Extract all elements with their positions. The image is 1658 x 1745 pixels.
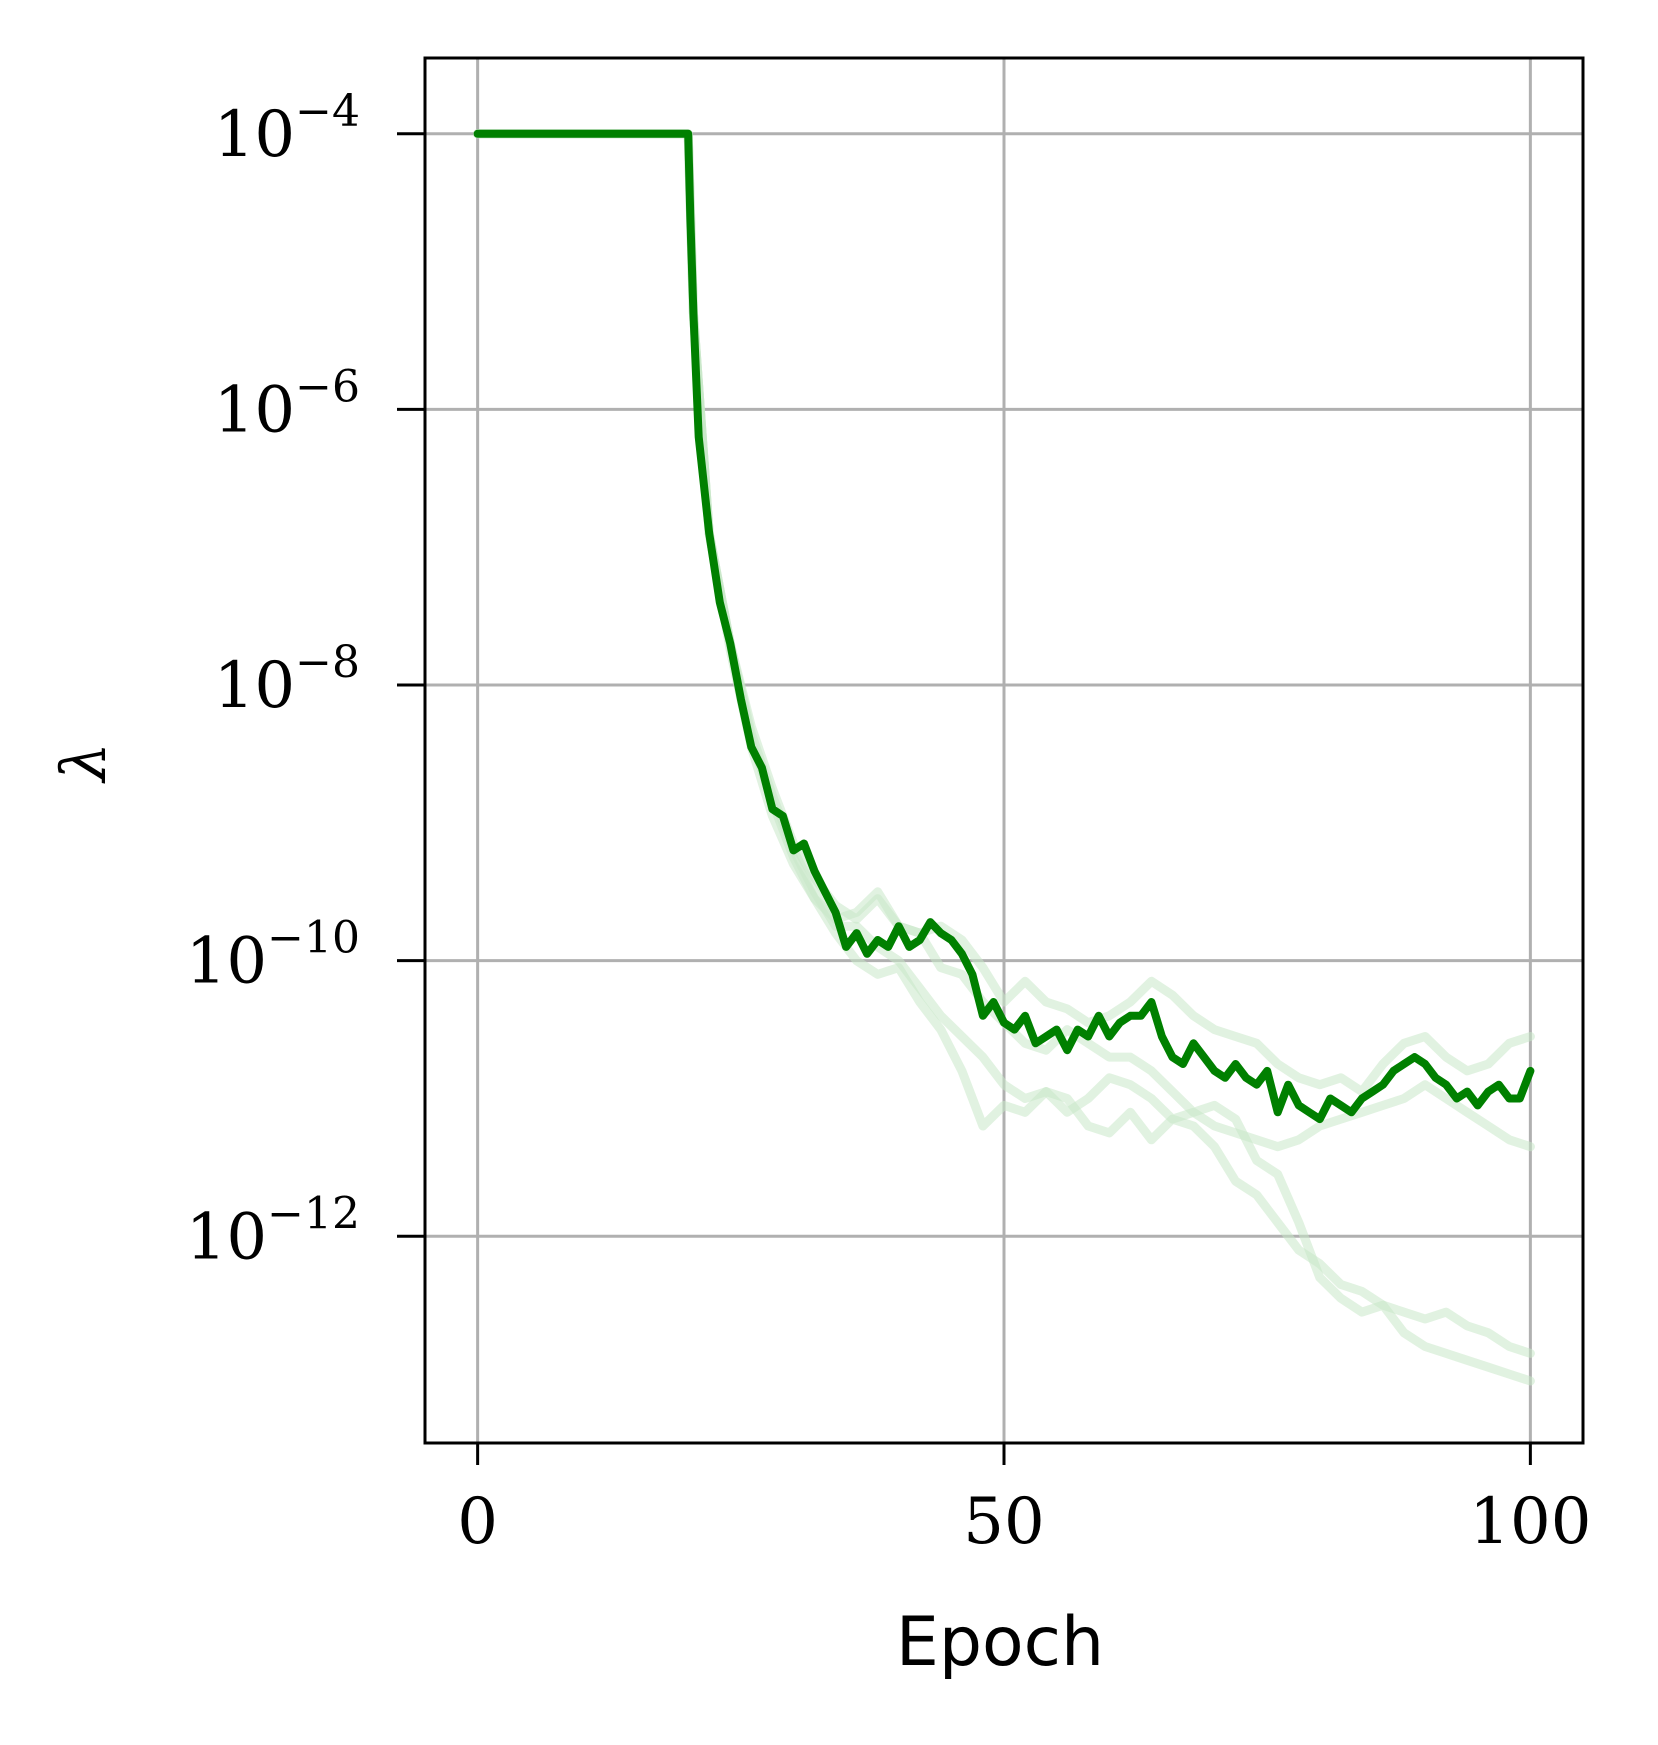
y-tick-exponent: −6: [295, 361, 360, 412]
y-tick-base: 10: [186, 1200, 267, 1274]
x-axis-label: Epoch: [896, 1603, 1104, 1682]
grid-lines: [425, 58, 1583, 1443]
x-tick-label: 100: [1469, 1485, 1591, 1559]
y-tick-exponent: −12: [267, 1188, 360, 1239]
y-tick-exponent: −8: [295, 637, 360, 688]
y-tick-label: 10−8: [214, 637, 360, 723]
main-series-group: [473, 129, 1535, 1124]
y-tick-exponent: −10: [267, 913, 360, 964]
main-series-line: [473, 129, 1535, 1124]
y-tick-base: 10: [214, 98, 295, 172]
x-tick-label: 50: [963, 1485, 1044, 1559]
y-tick-exponent: −4: [295, 86, 360, 137]
y-axis-label: λ: [47, 742, 120, 784]
x-tick-label: 0: [457, 1485, 498, 1559]
y-tick-label: 10−12: [186, 1188, 360, 1274]
y-tick-label: 10−6: [214, 361, 360, 447]
y-tick-base: 10: [214, 649, 295, 723]
y-tick-label: 10−10: [186, 913, 360, 999]
y-tick-base: 10: [186, 925, 267, 999]
x-axis-ticks: 0 50 100: [457, 1443, 1591, 1559]
y-tick-label: 10−4: [214, 86, 360, 172]
y-tick-base: 10: [214, 373, 295, 447]
